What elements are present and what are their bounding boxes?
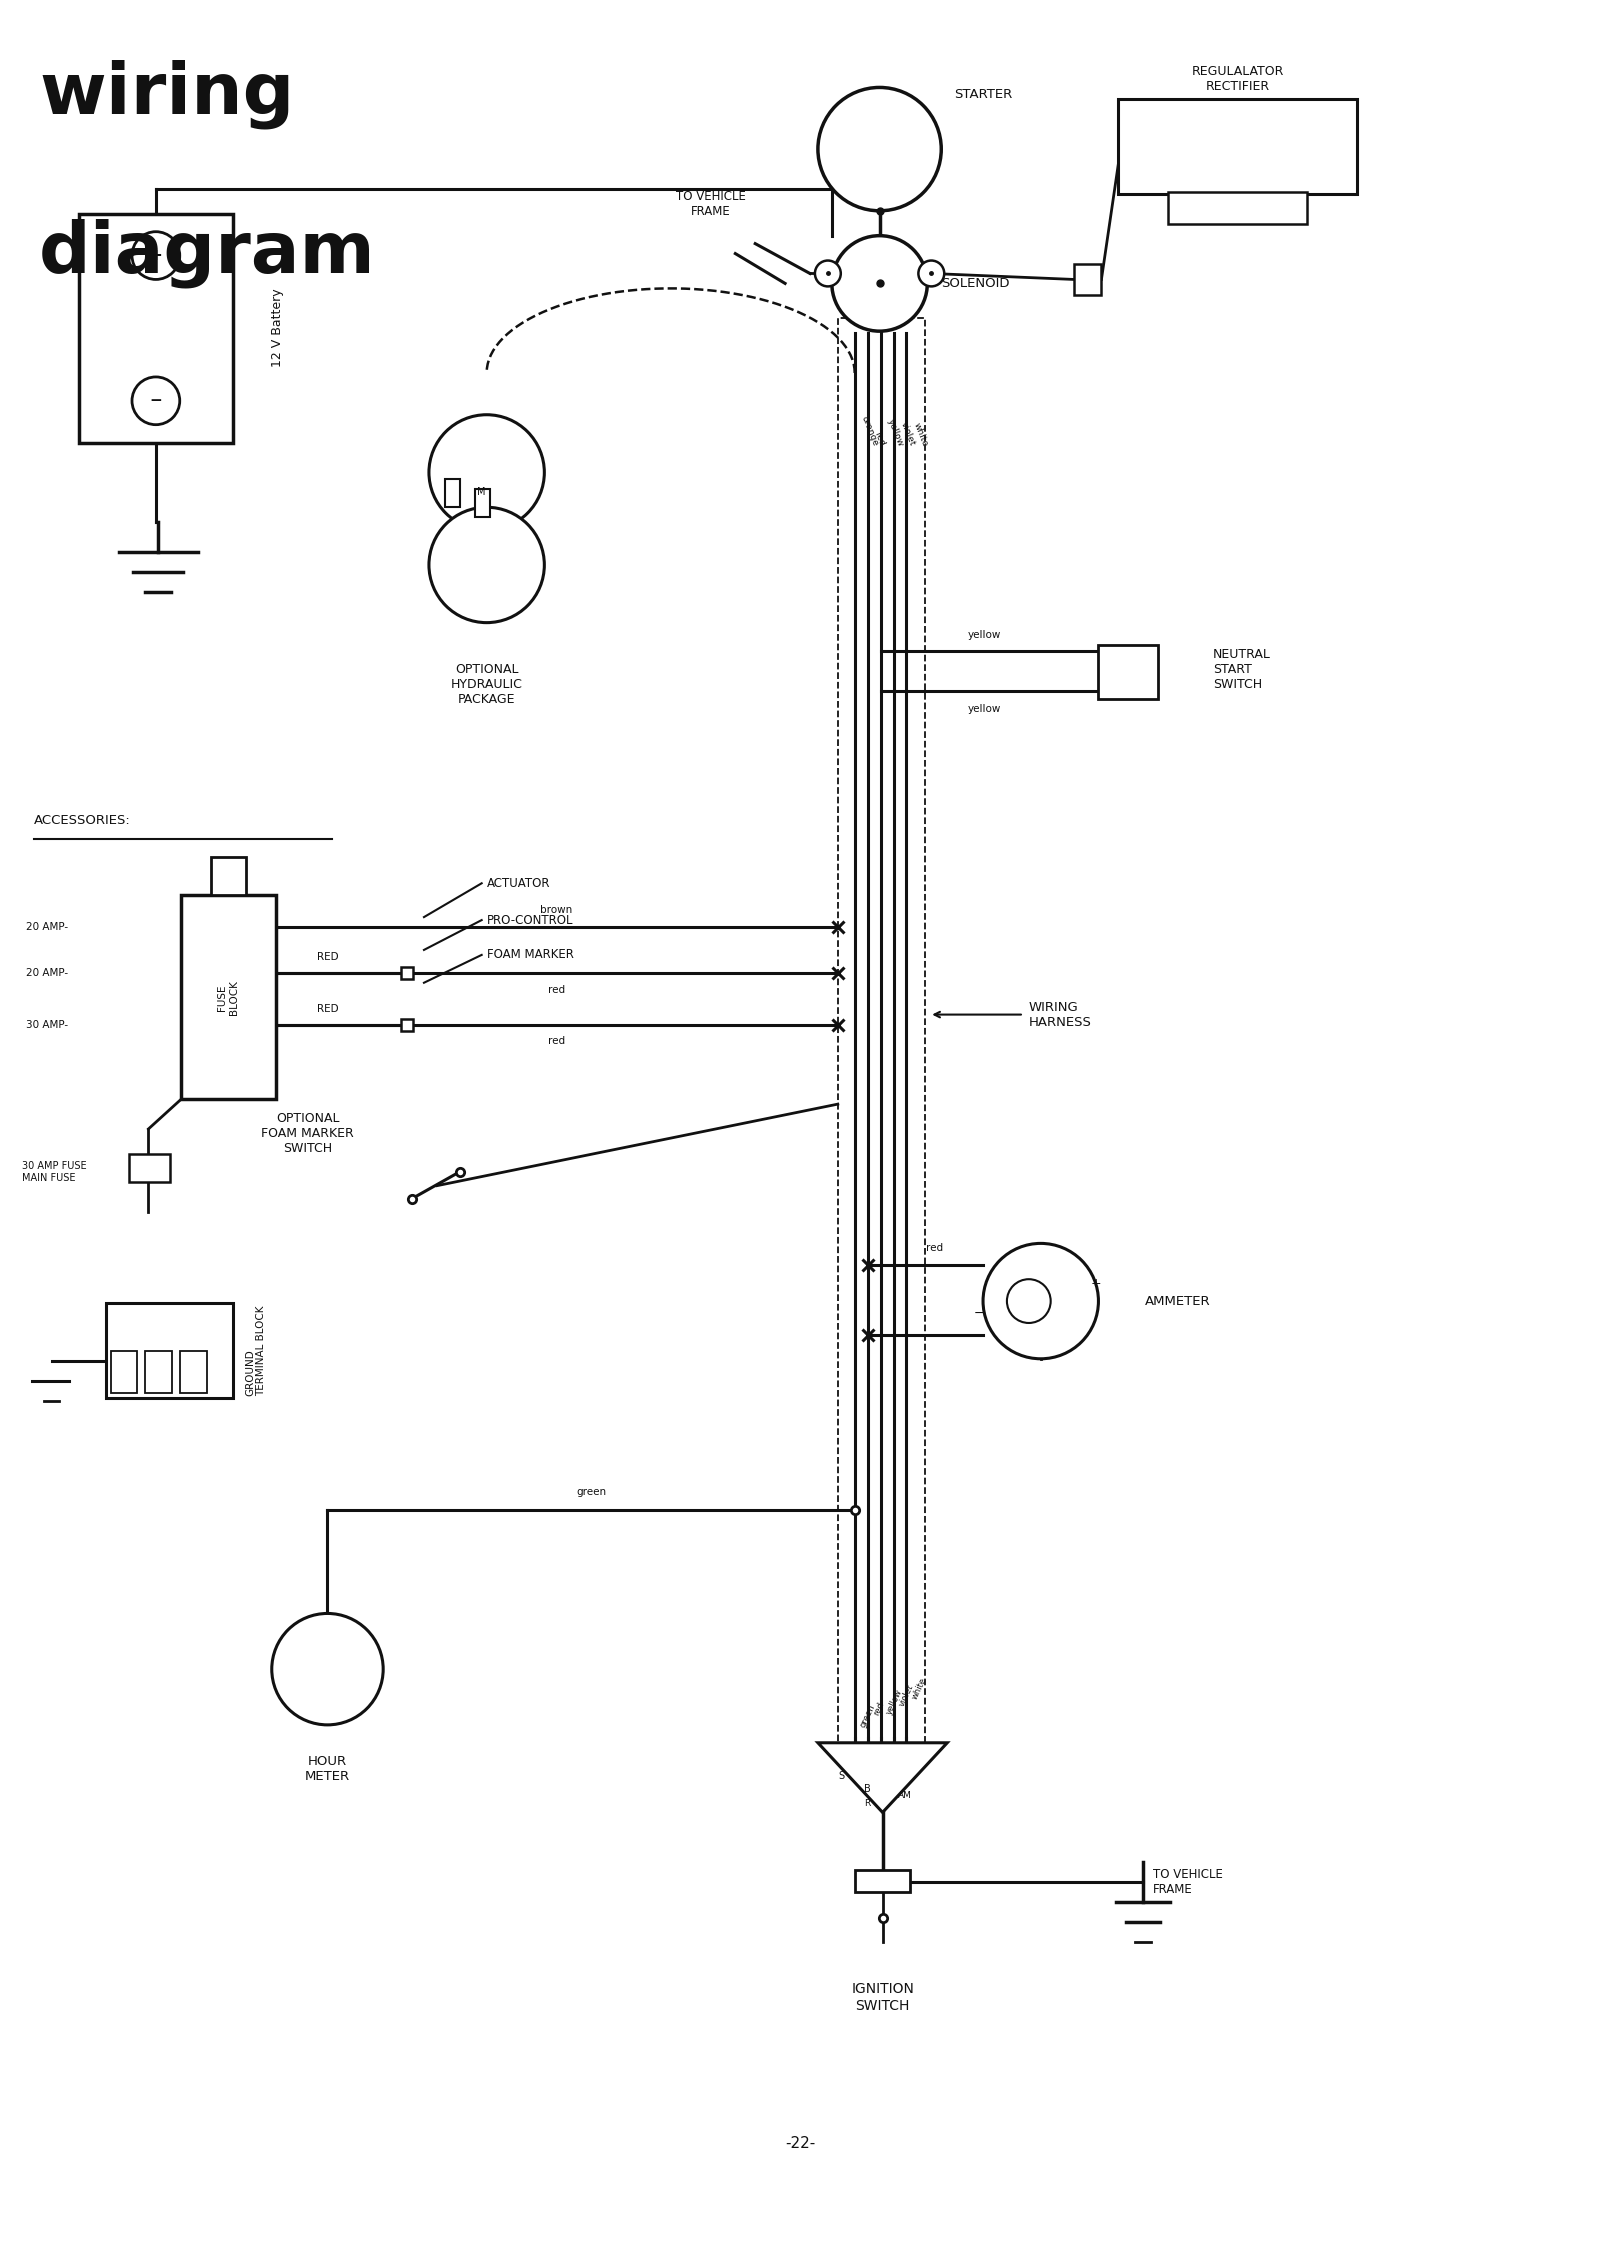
Text: IGNITION
SWITCH: IGNITION SWITCH bbox=[851, 1981, 914, 2013]
Text: white: white bbox=[910, 1675, 928, 1700]
Text: brown: brown bbox=[541, 906, 573, 915]
Text: ACCESSORIES:: ACCESSORIES: bbox=[34, 814, 131, 827]
Bar bbox=[128, 1154, 170, 1181]
Text: PRO-CONTROL: PRO-CONTROL bbox=[486, 913, 573, 926]
Circle shape bbox=[982, 1244, 1099, 1359]
Text: red: red bbox=[547, 1037, 565, 1046]
Bar bbox=[211, 857, 246, 895]
Text: M: M bbox=[477, 487, 486, 498]
Bar bbox=[146, 1350, 173, 1393]
Bar bbox=[181, 895, 275, 1100]
Circle shape bbox=[832, 237, 928, 331]
Text: white: white bbox=[912, 421, 930, 449]
Text: violet: violet bbox=[899, 421, 917, 449]
Bar bbox=[445, 480, 459, 507]
Text: −: − bbox=[149, 392, 162, 408]
Text: HOUR
METER: HOUR METER bbox=[306, 1754, 350, 1783]
Bar bbox=[838, 318, 925, 1760]
Circle shape bbox=[818, 88, 941, 212]
Text: R: R bbox=[864, 1799, 870, 1808]
Text: TO VEHICLE
FRAME: TO VEHICLE FRAME bbox=[675, 189, 746, 219]
Circle shape bbox=[429, 507, 544, 622]
Text: violet: violet bbox=[898, 1681, 915, 1709]
Bar bbox=[854, 1871, 910, 1891]
Text: WIRING
HARNESS: WIRING HARNESS bbox=[1029, 1001, 1091, 1028]
Text: RED: RED bbox=[317, 1003, 338, 1014]
Text: S: S bbox=[838, 1772, 845, 1781]
Circle shape bbox=[131, 232, 179, 279]
Text: 12 V Battery: 12 V Battery bbox=[272, 289, 285, 367]
Text: AMMETER: AMMETER bbox=[1146, 1294, 1211, 1307]
Bar bbox=[78, 214, 234, 442]
Bar bbox=[475, 489, 490, 516]
Circle shape bbox=[1006, 1280, 1051, 1323]
Text: 20 AMP-: 20 AMP- bbox=[26, 922, 69, 933]
Text: RED: RED bbox=[317, 951, 338, 962]
Text: FOAM MARKER: FOAM MARKER bbox=[486, 949, 573, 962]
Text: B: B bbox=[864, 1783, 870, 1794]
Text: 30 AMP-: 30 AMP- bbox=[26, 1019, 69, 1030]
Text: red: red bbox=[926, 1244, 942, 1253]
Text: NEUTRAL
START
SWITCH: NEUTRAL START SWITCH bbox=[1213, 647, 1270, 692]
Bar bbox=[1074, 264, 1101, 295]
Text: green: green bbox=[576, 1488, 606, 1497]
Text: orange: orange bbox=[859, 415, 880, 449]
Text: OPTIONAL
FOAM MARKER
SWITCH: OPTIONAL FOAM MARKER SWITCH bbox=[261, 1113, 354, 1156]
Text: red: red bbox=[872, 431, 886, 449]
Circle shape bbox=[131, 376, 179, 424]
Text: SOLENOID: SOLENOID bbox=[941, 277, 1010, 291]
Text: -22-: -22- bbox=[786, 2137, 814, 2150]
Polygon shape bbox=[818, 1742, 947, 1812]
Bar bbox=[110, 1350, 138, 1393]
Bar bbox=[1118, 99, 1357, 194]
Text: yellow: yellow bbox=[885, 417, 906, 449]
Text: STARTER: STARTER bbox=[954, 88, 1013, 101]
Circle shape bbox=[918, 261, 944, 286]
Text: yellow: yellow bbox=[885, 1688, 904, 1715]
Text: REGULALATOR
RECTIFIER: REGULALATOR RECTIFIER bbox=[1192, 65, 1283, 92]
Circle shape bbox=[814, 261, 840, 286]
Text: +: + bbox=[149, 248, 162, 264]
Text: red: red bbox=[872, 1702, 886, 1718]
Text: red: red bbox=[547, 985, 565, 994]
Text: yellow: yellow bbox=[968, 703, 1000, 715]
Text: GROUND
TERMINAL BLOCK: GROUND TERMINAL BLOCK bbox=[245, 1305, 267, 1395]
Bar bbox=[1168, 192, 1307, 223]
Text: −: − bbox=[974, 1307, 984, 1319]
Bar bbox=[106, 1303, 234, 1397]
Text: yellow: yellow bbox=[968, 629, 1000, 640]
Text: 20 AMP-: 20 AMP- bbox=[26, 967, 69, 978]
Bar bbox=[181, 1350, 206, 1393]
Text: diagram: diagram bbox=[38, 219, 376, 289]
Text: OPTIONAL
HYDRAULIC
PACKAGE: OPTIONAL HYDRAULIC PACKAGE bbox=[451, 663, 523, 706]
Text: 30 AMP FUSE
MAIN FUSE: 30 AMP FUSE MAIN FUSE bbox=[22, 1161, 86, 1183]
Text: FUSE
BLOCK: FUSE BLOCK bbox=[218, 980, 238, 1014]
Text: +: + bbox=[1090, 1276, 1101, 1289]
Text: wiring: wiring bbox=[38, 59, 294, 128]
Text: green: green bbox=[859, 1702, 877, 1729]
Bar bbox=[1099, 645, 1158, 699]
Circle shape bbox=[429, 415, 544, 530]
Circle shape bbox=[272, 1614, 382, 1724]
Text: TO VEHICLE
FRAME: TO VEHICLE FRAME bbox=[1154, 1869, 1222, 1896]
Text: ACTUATOR: ACTUATOR bbox=[486, 877, 550, 890]
Text: AM: AM bbox=[898, 1792, 912, 1801]
